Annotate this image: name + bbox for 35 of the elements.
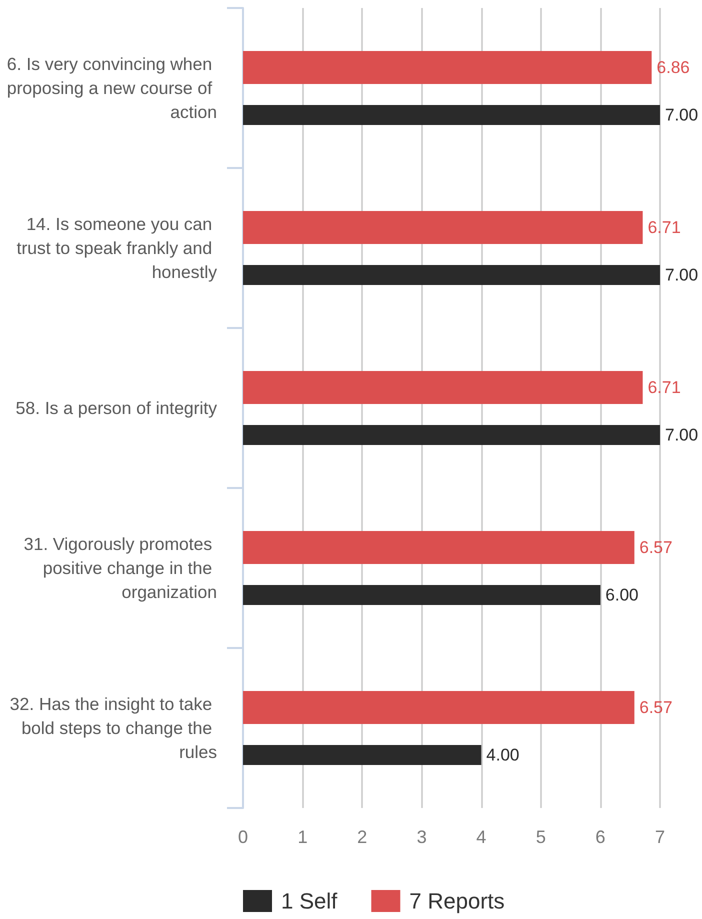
bar — [243, 690, 634, 724]
bar — [243, 265, 660, 286]
y-tick-label: 32. Has the insight to take bold steps to change the rules — [10, 694, 218, 762]
x-tick-label: 6 — [595, 827, 606, 847]
bar — [243, 530, 634, 564]
legend-label: 7 Reports — [409, 888, 505, 914]
data-label: 7.00 — [665, 106, 698, 125]
y-tick-label: 58. Is a person of integrity — [16, 398, 218, 418]
bar — [243, 745, 482, 766]
y-tick-label: 14. Is someone you can trust to speak frankly and honestly — [16, 214, 218, 282]
y-tick-label: 31. Vigorously promotes positive change in the organization — [24, 534, 217, 602]
bar — [243, 105, 660, 126]
x-tick-label: 0 — [238, 827, 248, 847]
x-tick-label: 5 — [536, 827, 546, 847]
bar — [243, 585, 600, 606]
y-tick-label: 6. Is very convincing when proposing a new course of action — [6, 54, 217, 122]
bar — [243, 50, 652, 84]
data-label: 6.57 — [639, 538, 672, 557]
x-tick-label: 1 — [298, 827, 308, 847]
data-label: 4.00 — [486, 746, 520, 765]
data-label: 6.86 — [656, 58, 690, 77]
bar — [243, 370, 643, 404]
data-label: 7.00 — [665, 426, 698, 445]
x-tick-label: 7 — [654, 827, 666, 847]
x-tick-label: 2 — [357, 827, 368, 847]
data-label: 6.71 — [648, 218, 681, 237]
bar — [243, 425, 660, 446]
data-label: 6.71 — [648, 378, 681, 397]
bar — [243, 210, 643, 244]
x-tick-label: 3 — [416, 827, 427, 847]
legend-label: 1 Self — [281, 888, 338, 914]
data-label: 6.57 — [639, 698, 672, 717]
x-tick-label: 4 — [476, 827, 486, 847]
data-label: 6.00 — [605, 586, 639, 605]
data-label: 7.00 — [665, 266, 698, 285]
